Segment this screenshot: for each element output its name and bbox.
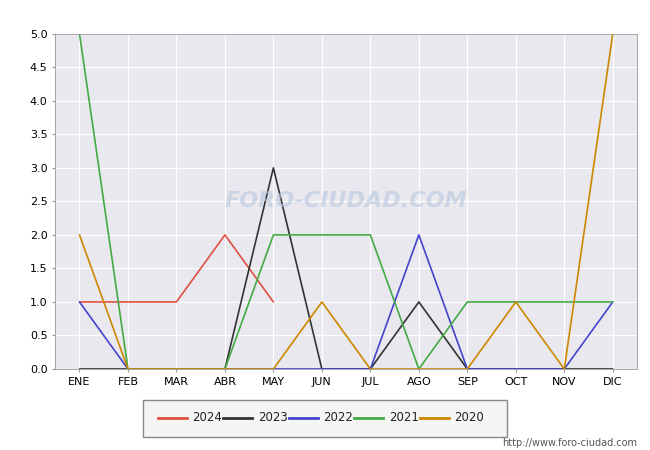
Text: 2020: 2020 [454, 411, 484, 424]
Line: 2024: 2024 [79, 235, 274, 302]
2020 [172, 366, 180, 372]
2022 [609, 299, 617, 305]
2023 [367, 366, 374, 372]
2022 [124, 366, 132, 372]
Line: 2020: 2020 [79, 34, 613, 369]
2021 [318, 232, 326, 238]
2022 [512, 366, 520, 372]
2022 [560, 366, 568, 372]
2024 [270, 299, 278, 305]
Line: 2023: 2023 [79, 168, 613, 369]
2024 [172, 299, 180, 305]
Line: 2022: 2022 [79, 235, 613, 369]
2020 [367, 366, 374, 372]
Text: Matriculaciones de Vehiculos en Tarazona de Guareña: Matriculaciones de Vehiculos en Tarazona… [118, 7, 532, 22]
2023 [512, 366, 520, 372]
Text: http://www.foro-ciudad.com: http://www.foro-ciudad.com [502, 438, 637, 448]
2023 [124, 366, 132, 372]
2021 [463, 299, 471, 305]
2023 [560, 366, 568, 372]
Text: 2021: 2021 [389, 411, 419, 424]
Text: 2022: 2022 [323, 411, 353, 424]
2021 [124, 366, 132, 372]
2021 [367, 232, 374, 238]
2020 [560, 366, 568, 372]
2020 [270, 366, 278, 372]
FancyBboxPatch shape [143, 400, 507, 436]
2021 [560, 299, 568, 305]
2022 [367, 366, 374, 372]
2020 [318, 299, 326, 305]
2022 [415, 232, 422, 238]
2023 [415, 299, 422, 305]
2023 [75, 366, 83, 372]
Text: 2023: 2023 [257, 411, 287, 424]
2020 [75, 232, 83, 238]
2021 [609, 299, 617, 305]
2023 [172, 366, 180, 372]
Text: 2024: 2024 [192, 411, 222, 424]
Line: 2021: 2021 [79, 34, 613, 369]
2023 [270, 165, 278, 171]
2022 [221, 366, 229, 372]
2024 [75, 299, 83, 305]
2023 [221, 366, 229, 372]
2020 [124, 366, 132, 372]
2023 [318, 366, 326, 372]
2021 [172, 366, 180, 372]
2021 [75, 31, 83, 36]
2020 [415, 366, 422, 372]
2020 [512, 299, 520, 305]
2024 [221, 232, 229, 238]
2021 [512, 299, 520, 305]
2023 [463, 366, 471, 372]
2024 [124, 299, 132, 305]
2020 [221, 366, 229, 372]
2020 [463, 366, 471, 372]
2023 [609, 366, 617, 372]
2020 [609, 31, 617, 36]
2022 [318, 366, 326, 372]
2022 [172, 366, 180, 372]
Text: FORO-CIUDAD.COM: FORO-CIUDAD.COM [225, 191, 467, 212]
2021 [221, 366, 229, 372]
2022 [270, 366, 278, 372]
2022 [463, 366, 471, 372]
2022 [75, 299, 83, 305]
2021 [270, 232, 278, 238]
2021 [415, 366, 422, 372]
